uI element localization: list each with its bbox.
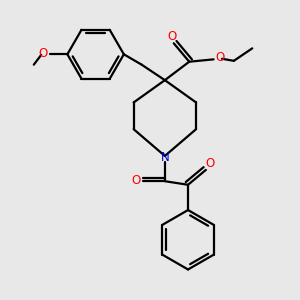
Text: O: O — [131, 174, 141, 187]
Text: N: N — [160, 151, 169, 164]
Text: O: O — [206, 158, 215, 170]
Text: O: O — [215, 51, 225, 64]
Text: O: O — [167, 30, 176, 43]
Text: O: O — [39, 47, 48, 60]
